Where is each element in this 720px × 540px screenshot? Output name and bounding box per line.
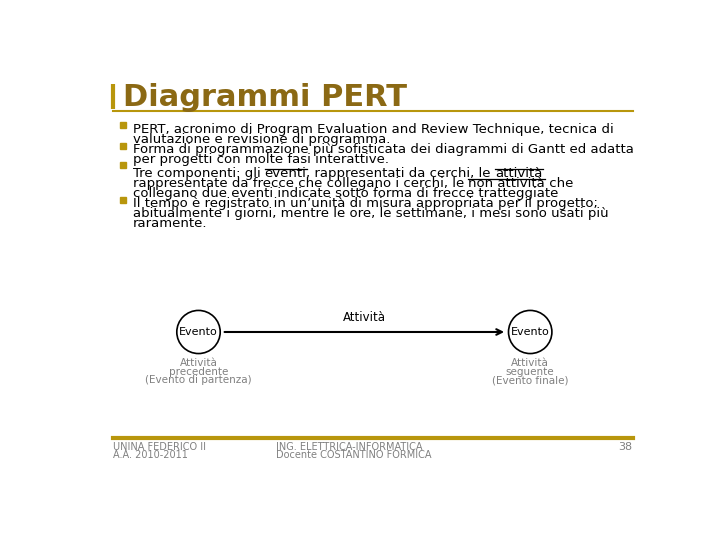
Circle shape: [177, 310, 220, 354]
Text: Tre componenti: gli: Tre componenti: gli: [132, 167, 265, 180]
Text: Attività: Attività: [511, 358, 549, 368]
Text: Evento: Evento: [179, 327, 218, 337]
Text: Diagrammi PERT: Diagrammi PERT: [122, 83, 407, 112]
Text: Attività: Attività: [179, 358, 217, 368]
Text: eventi: eventi: [265, 167, 307, 180]
Text: raramente.: raramente.: [132, 217, 207, 230]
Circle shape: [508, 310, 552, 354]
Text: 38: 38: [618, 442, 632, 452]
Text: UNINA FEDERICO II: UNINA FEDERICO II: [113, 442, 206, 452]
Text: Forma di programmazione più sofisticata dei diagrammi di Gantt ed adatta: Forma di programmazione più sofisticata …: [132, 143, 634, 157]
Text: Evento: Evento: [510, 327, 549, 337]
Text: (Evento finale): (Evento finale): [492, 375, 569, 385]
Text: seguente: seguente: [506, 367, 554, 376]
Text: (Evento di partenza): (Evento di partenza): [145, 375, 252, 385]
Text: che: che: [545, 177, 573, 190]
Text: Docente COSTANTINO FORMICA: Docente COSTANTINO FORMICA: [276, 450, 431, 460]
Text: non attività: non attività: [468, 177, 545, 190]
Text: valutazione e revisione di programma.: valutazione e revisione di programma.: [132, 132, 390, 146]
Text: A.A. 2010-2011: A.A. 2010-2011: [113, 450, 188, 460]
Text: Il tempo è registrato in un’unità di misura appropriata per il progetto;: Il tempo è registrato in un’unità di mis…: [132, 197, 598, 210]
Text: ING. ELETTRICA-INFORMATICA: ING. ELETTRICA-INFORMATICA: [276, 442, 423, 452]
Text: collegano due eventi indicate sotto forma di frecce tratteggiate: collegano due eventi indicate sotto form…: [132, 187, 558, 200]
Text: precedente: precedente: [168, 367, 228, 376]
Text: rappresentate da frecce che collegano i cerchi, le: rappresentate da frecce che collegano i …: [132, 177, 468, 190]
Text: PERT, acronimo di Program Evaluation and Review Technique, tecnica di: PERT, acronimo di Program Evaluation and…: [132, 123, 613, 136]
Text: abitualmente i giorni, mentre le ore, le settimane, i mesi sono usati più: abitualmente i giorni, mentre le ore, le…: [132, 207, 608, 220]
Text: , rappresentati da cerchi, le: , rappresentati da cerchi, le: [307, 167, 495, 180]
Text: attività: attività: [495, 167, 543, 180]
Text: Attività: Attività: [343, 311, 386, 325]
Text: per progetti con molte fasi interattive.: per progetti con molte fasi interattive.: [132, 153, 389, 166]
